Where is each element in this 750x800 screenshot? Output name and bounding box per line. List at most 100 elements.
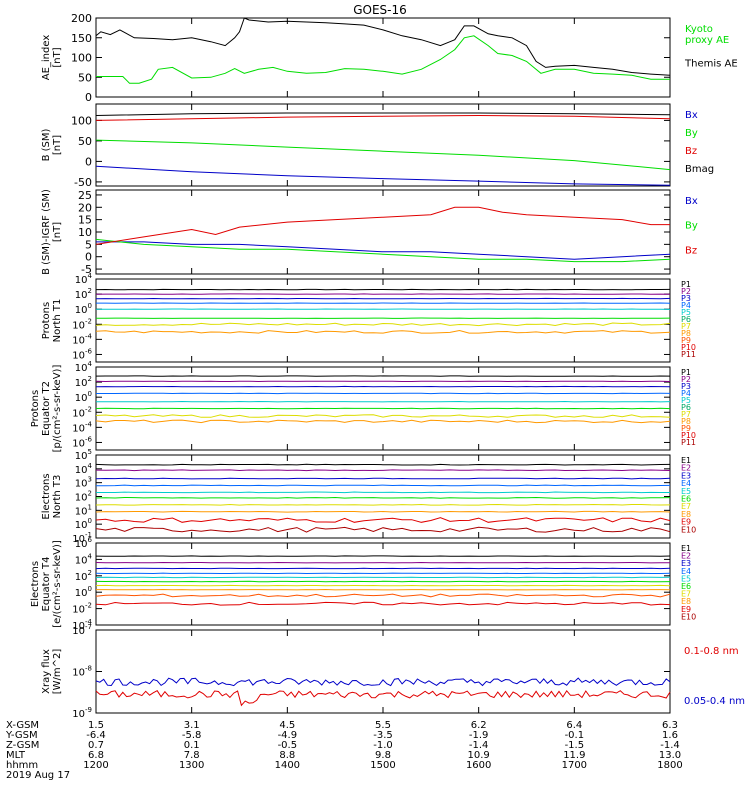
y-tick-exponent: -1 [85, 531, 92, 539]
series-kyoto [96, 35, 670, 84]
x-row-value: -5.8 [182, 730, 202, 741]
y-axis-label: [p/(cm²-s-sr-keV)] [52, 365, 63, 453]
y-tick-label: 102 [75, 490, 92, 504]
panel-xray: 10-9 10-8 10-7 Xray flux [W/m^2] 0.1-0.8 nm 0.… [41, 623, 745, 720]
channel-line [95, 414, 671, 418]
y-axis-label: [e/(cm²-s-sr-keV)] [52, 540, 63, 628]
y-tick-exponent: -8 [85, 665, 92, 673]
x-row-value: 1.5 [88, 720, 104, 731]
y-tick-label: 10-2 [72, 405, 92, 419]
x-row-value: -1.0 [373, 740, 393, 751]
y-tick-label: 102 [75, 287, 92, 301]
legend-label: E5 [681, 487, 691, 496]
legend-label: P5 [681, 308, 691, 317]
x-row-value: 3.1 [184, 720, 200, 731]
y-axis-label: Xray flux [41, 649, 52, 694]
x-row-value: -1.4 [660, 740, 680, 751]
y-tick-exponent: 2 [88, 375, 92, 383]
y-axis-label: Equator T4 [41, 557, 52, 612]
x-row-value: -4.9 [278, 730, 298, 741]
legend-label: P2 [681, 375, 691, 384]
x-row-value: -1.5 [565, 740, 585, 751]
x-row-label: Z-GSM [6, 740, 39, 751]
y-tick-exponent: 2 [88, 490, 92, 498]
channel-line [95, 510, 671, 513]
legend-label: P8 [681, 329, 691, 338]
legend-label: E1 [681, 456, 691, 465]
y-tick-exponent: -2 [85, 405, 92, 413]
y-tick-label: 50 [78, 71, 92, 84]
y-tick-exponent: 4 [88, 462, 93, 470]
y-tick-label: 10-2 [72, 317, 92, 331]
panel-frame [95, 629, 671, 714]
y-tick-exponent: 0 [88, 390, 92, 398]
legend-label: E6 [681, 495, 691, 504]
panel-frame [95, 542, 671, 626]
y-tick-label: 10-4 [72, 332, 92, 346]
legend-label: P9 [681, 424, 691, 433]
legend-label: E5 [681, 574, 691, 583]
y-tick-exponent: 0 [88, 585, 92, 593]
y-tick-exponent: -4 [85, 332, 93, 340]
series-bx [96, 241, 671, 260]
legend-label: E9 [681, 518, 691, 527]
y-tick-exponent: -2 [85, 602, 92, 610]
x-row-value: 6.3 [662, 720, 678, 731]
x-row-value: -0.1 [565, 730, 585, 741]
legend-label: 0.1-0.8 nm [684, 646, 739, 657]
legend-label: By [685, 128, 698, 139]
y-tick-label: 100 [71, 52, 92, 65]
channel-line [95, 484, 671, 487]
channel-line [95, 601, 671, 606]
y-tick-exponent: 3 [88, 476, 92, 484]
y-tick-label: 10-4 [72, 420, 92, 434]
channel-line [96, 491, 670, 494]
y-tick-exponent: -4 [85, 618, 93, 626]
y-tick-label: 100 [75, 585, 92, 599]
series-bz [95, 114, 671, 121]
y-tick-label: 106 [75, 536, 93, 550]
legend-label: P1 [681, 368, 691, 377]
x-row-value: 1800 [657, 760, 682, 771]
y-tick-label: 25 [78, 189, 92, 202]
y-tick-label: 100 [75, 302, 92, 316]
channel-line [95, 517, 671, 523]
x-row-value: 0.7 [88, 740, 104, 751]
y-tick-label: 102 [75, 375, 92, 389]
x-row-value: 13.0 [659, 750, 681, 761]
channel-line [95, 526, 671, 533]
date-label: 2019 Aug 17 [6, 770, 70, 781]
legend-label: P10 [681, 343, 696, 352]
y-tick-exponent: 5 [88, 448, 92, 456]
legend-label: P11 [681, 438, 696, 447]
y-tick-exponent: -2 [85, 317, 92, 325]
y-tick-exponent: 2 [88, 569, 92, 577]
legend-label: P7 [681, 322, 691, 331]
y-tick-label: 104 [75, 462, 93, 476]
legend-label: P6 [681, 315, 691, 324]
y-tick-label: 0 [85, 155, 92, 168]
legend-label: Bx [685, 110, 698, 121]
y-tick-label: 102 [75, 569, 92, 583]
x-row-value: -3.5 [373, 730, 393, 741]
x-row-value: 6.8 [88, 750, 104, 761]
y-axis-label: North T1 [52, 299, 63, 343]
y-axis-label: [nT] [52, 222, 63, 242]
x-row-value: 10.9 [468, 750, 490, 761]
legend-label: P3 [681, 382, 691, 391]
y-tick-label: -50 [74, 176, 92, 189]
y-tick-exponent: 4 [88, 360, 93, 368]
x-row-value: 6.2 [471, 720, 487, 731]
panel-bsm: -50 0 50 100 B (SM) [nT] Bx By Bz Bmag [41, 103, 714, 189]
series-bz [95, 206, 670, 245]
y-tick-exponent: 6 [88, 536, 93, 544]
panel-frame [95, 278, 671, 363]
legend-label: P7 [681, 410, 691, 419]
x-row-value: 5.5 [375, 720, 391, 731]
y-tick-exponent: -9 [85, 706, 92, 714]
y-tick-label: 100 [75, 517, 92, 531]
legend-label: Kyoto [685, 24, 713, 35]
y-axis-label: [nT] [52, 47, 63, 67]
